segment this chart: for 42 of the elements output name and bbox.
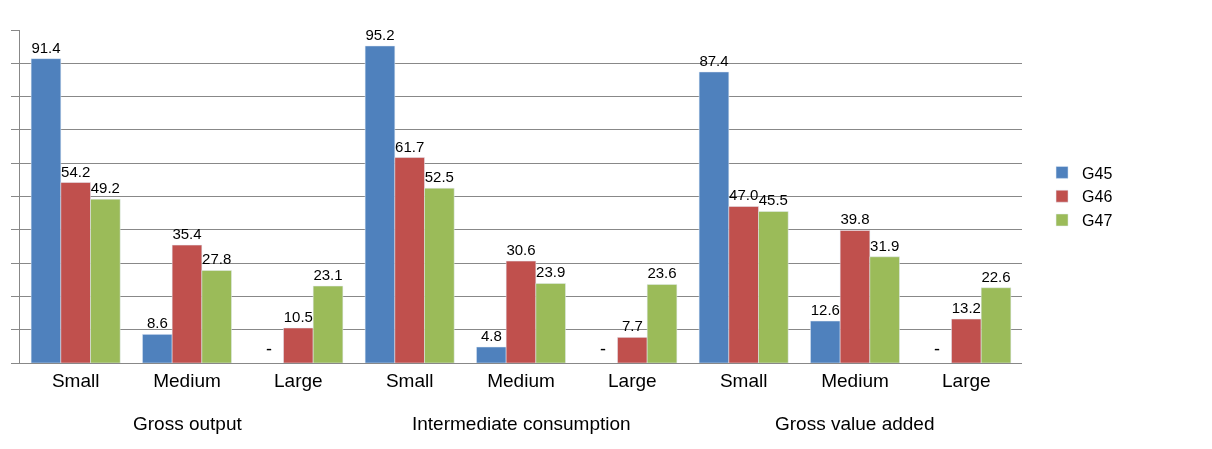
data-label: 61.7 — [395, 137, 425, 155]
x-tick-label: Large — [274, 369, 323, 391]
data-label: 13.2 — [951, 299, 981, 317]
data-label: 39.8 — [840, 210, 870, 228]
data-label: 30.6 — [506, 241, 536, 259]
data-label: 10.5 — [283, 308, 313, 326]
text: Gross value added — [775, 413, 935, 434]
text: Gross output — [133, 413, 243, 434]
x-tick-label: Medium — [153, 369, 221, 391]
data-label: 95.2 — [365, 25, 395, 43]
text: Intermediate consumption — [412, 413, 631, 434]
data-label: 49.2 — [90, 179, 120, 197]
data-label: 91.4 — [31, 38, 61, 56]
data-label: 52.5 — [424, 168, 454, 186]
data-label: 35.4 — [172, 225, 202, 243]
data-label: 54.2 — [61, 162, 91, 180]
data-label: 12.6 — [810, 301, 840, 319]
text: - — [934, 339, 940, 359]
data-label: 47.0 — [729, 186, 759, 204]
data-label: 27.8 — [202, 250, 232, 268]
x-tick-label: Small — [385, 369, 434, 391]
data-label: 45.5 — [758, 191, 788, 209]
data-label: 4.8 — [480, 327, 502, 345]
legend-label: G47 — [1082, 212, 1113, 230]
x-tick-label: Large — [942, 369, 991, 391]
legend-label: G46 — [1082, 188, 1113, 206]
x-tick-label: Small — [719, 369, 768, 391]
data-label: 7.7 — [621, 317, 643, 335]
text: - — [266, 339, 272, 359]
x-tick-label: Medium — [487, 369, 555, 391]
data-label: 23.1 — [313, 266, 343, 284]
data-label: 23.6 — [647, 264, 677, 282]
x-tick-label: Small — [51, 369, 100, 391]
data-label: 31.9 — [870, 236, 900, 254]
data-label: 87.4 — [699, 51, 729, 69]
text: - — [600, 339, 606, 359]
x-tick-label: Large — [608, 369, 657, 391]
legend-label: G45 — [1082, 164, 1113, 182]
x-tick-label: Medium — [821, 369, 889, 391]
data-label: 23.9 — [536, 263, 566, 281]
data-label: 22.6 — [981, 267, 1011, 285]
data-label: 8.6 — [146, 314, 168, 332]
